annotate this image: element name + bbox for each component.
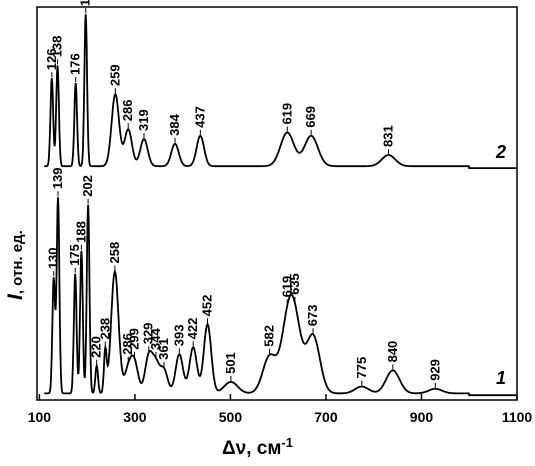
- peak-label: 452: [200, 295, 215, 317]
- peak-label: 175: [67, 244, 82, 266]
- peak-label: 775: [354, 357, 369, 379]
- peak-label: 393: [171, 325, 186, 347]
- peak-label: 929: [427, 359, 442, 381]
- peak-label: 344: [148, 327, 163, 349]
- peak-label: 299: [126, 328, 141, 350]
- x-tick-label: 100: [28, 409, 52, 425]
- curve-label-1: 1: [496, 368, 506, 388]
- x-axis-label: Δν, см-1: [222, 435, 293, 459]
- peak-label: 619: [279, 276, 294, 298]
- peak-label: 669: [303, 106, 318, 128]
- peak-label: 635: [287, 273, 302, 295]
- peak-label: 582: [262, 325, 277, 347]
- peak-label: 176: [68, 53, 83, 75]
- peak-label: 673: [305, 305, 320, 327]
- peak-label: 384: [167, 113, 182, 135]
- peak-label: 202: [80, 175, 95, 197]
- peak-label: 329: [141, 323, 156, 345]
- peak-labels: 1261381761972592863193844376196698311301…: [44, 0, 442, 388]
- y-axis-label: I, отн. ед.: [4, 230, 27, 300]
- y-axis-unit: , отн. ед.: [9, 230, 26, 294]
- peak-label: 319: [136, 109, 151, 131]
- spectrum-curve-1: [44, 197, 516, 397]
- x-tick-label: 1100: [502, 409, 533, 425]
- x-tick-label: 700: [314, 409, 338, 425]
- curve-label-2: 2: [495, 142, 506, 162]
- spectra: [44, 14, 516, 397]
- peak-label: 138: [50, 36, 65, 58]
- peak-label: 437: [192, 106, 207, 128]
- peak-label: 501: [223, 352, 238, 374]
- x-axis-symbol: Δν: [222, 438, 246, 459]
- x-tick-label: 300: [123, 409, 147, 425]
- x-axis-ticks: 100 300 500 700 900 1100: [28, 394, 533, 425]
- peak-label: 259: [107, 64, 122, 86]
- peak-label: 130: [46, 247, 61, 269]
- peak-label: 619: [279, 103, 294, 125]
- peak-label: 286: [120, 100, 135, 122]
- peak-label: 361: [156, 338, 171, 360]
- peak-label: 422: [185, 318, 200, 340]
- peak-label: 188: [73, 221, 88, 243]
- peak-label: 139: [50, 167, 65, 189]
- peak-label: 197: [78, 0, 93, 6]
- peak-label: 126: [44, 48, 59, 70]
- peak-label: 840: [385, 341, 400, 363]
- plot-frame: [36, 6, 518, 401]
- peak-label: 220: [89, 336, 104, 358]
- peak-label: 831: [381, 125, 396, 147]
- y-axis-symbol: I: [4, 293, 27, 300]
- x-axis-unit-sup: -1: [281, 435, 293, 450]
- x-axis-unit: , см: [246, 438, 281, 459]
- peak-label: 286: [120, 333, 135, 355]
- x-tick-label: 500: [219, 409, 243, 425]
- spectrum-curve-2: [44, 14, 516, 169]
- peak-label: 258: [107, 242, 122, 264]
- peak-label: 238: [97, 318, 112, 340]
- x-tick-label: 900: [410, 409, 434, 425]
